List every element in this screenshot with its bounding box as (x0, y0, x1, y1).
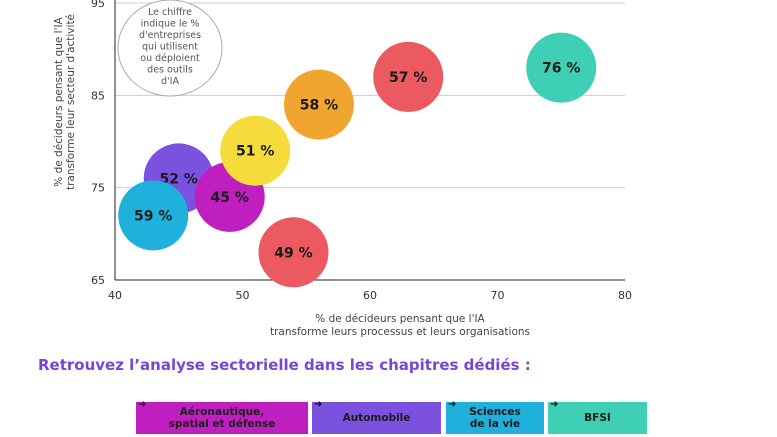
bubble-value-label: 49 % (274, 245, 312, 261)
arrow-icon: ➜ (138, 399, 147, 410)
sector-button-sciences-de-la-vie[interactable]: ➜ Sciences de la vie (446, 399, 544, 434)
text-line: des outils (147, 65, 193, 76)
arrow-icon: ➜ (314, 399, 323, 410)
bubble-chart: 65 75 85 95 40 50 60 70 80 Le chiffre indique le… (53, 0, 632, 338)
arrow-icon: ➜ (550, 399, 559, 410)
bubble-value-label: 51 % (236, 144, 274, 160)
text-line: d'IA (161, 76, 179, 87)
y-axis-label: % de décideurs pensant que l'IAtransform… (53, 14, 77, 190)
y-tick-label: 65 (91, 274, 105, 287)
y-tick-label: 75 (91, 182, 105, 195)
text-line: ou déploient (140, 53, 200, 64)
x-tick-label: 70 (491, 289, 505, 302)
bubble (118, 180, 189, 251)
x-tick-label: 80 (618, 289, 632, 302)
text-line: transforme leur secteur d'activité (65, 14, 77, 190)
sector-label: BFSI (584, 412, 611, 424)
legend-note: Le chiffre indique le % d'entreprises qui u… (117, 0, 223, 97)
y-tick-labels: 65 75 85 95 (91, 0, 105, 287)
text-line: d'entreprises (139, 30, 201, 41)
x-tick-label: 60 (363, 289, 377, 302)
bubble-value-label: 57 % (389, 70, 427, 86)
bubble-value-label: 52 % (160, 171, 198, 187)
bubble-value-label: 45 % (211, 190, 249, 206)
bubble (284, 69, 354, 140)
bubbles: 52 % 59 % 45 % 51 % 58 % 57 % 76 % 49 % (118, 32, 597, 288)
bubble (258, 217, 329, 288)
text-line: indique le % (141, 19, 200, 30)
bubble-value-label: 76 % (542, 61, 580, 77)
y-tick-label: 85 (91, 89, 105, 102)
x-axis-label: % de décideurs pensant que l'IA transform… (270, 313, 530, 338)
text-line: transforme leurs processus et leurs orga… (270, 326, 530, 338)
sector-label: Aéronautique, spatial et défense (168, 406, 276, 430)
text-line: % de décideurs pensant que l'IA (315, 313, 485, 325)
note-bubble (117, 0, 223, 97)
sector-button-aeronautique[interactable]: ➜ Aéronautique, spatial et défense (136, 399, 308, 434)
bubble (220, 115, 291, 186)
text-line: Le chiffre (148, 7, 192, 18)
sector-button-automobile[interactable]: ➜ Automobile (312, 399, 441, 434)
x-tick-label: 40 (108, 289, 122, 302)
bubble (373, 41, 444, 112)
text-line: qui utilisent (142, 42, 198, 53)
arrow-icon: ➜ (448, 399, 457, 410)
x-tick-label: 50 (236, 289, 250, 302)
sector-label: Automobile (342, 412, 411, 424)
section-heading: Retrouvez l’analyse sectorielle dans les… (38, 356, 531, 374)
text-line: % de décideurs pensant que l'IA (53, 16, 65, 186)
bubble (526, 32, 597, 103)
x-tick-labels: 40 50 60 70 80 (108, 289, 632, 302)
sector-label: Sciences de la vie (469, 406, 521, 430)
y-tick-label: 95 (91, 0, 105, 10)
sector-button-bfsi[interactable]: ➜ BFSI (548, 399, 647, 434)
bubble-value-label: 59 % (134, 208, 172, 224)
bubble-value-label: 58 % (300, 98, 338, 114)
note-text: Le chiffre indique le % d'entreprises qui u… (139, 7, 201, 87)
